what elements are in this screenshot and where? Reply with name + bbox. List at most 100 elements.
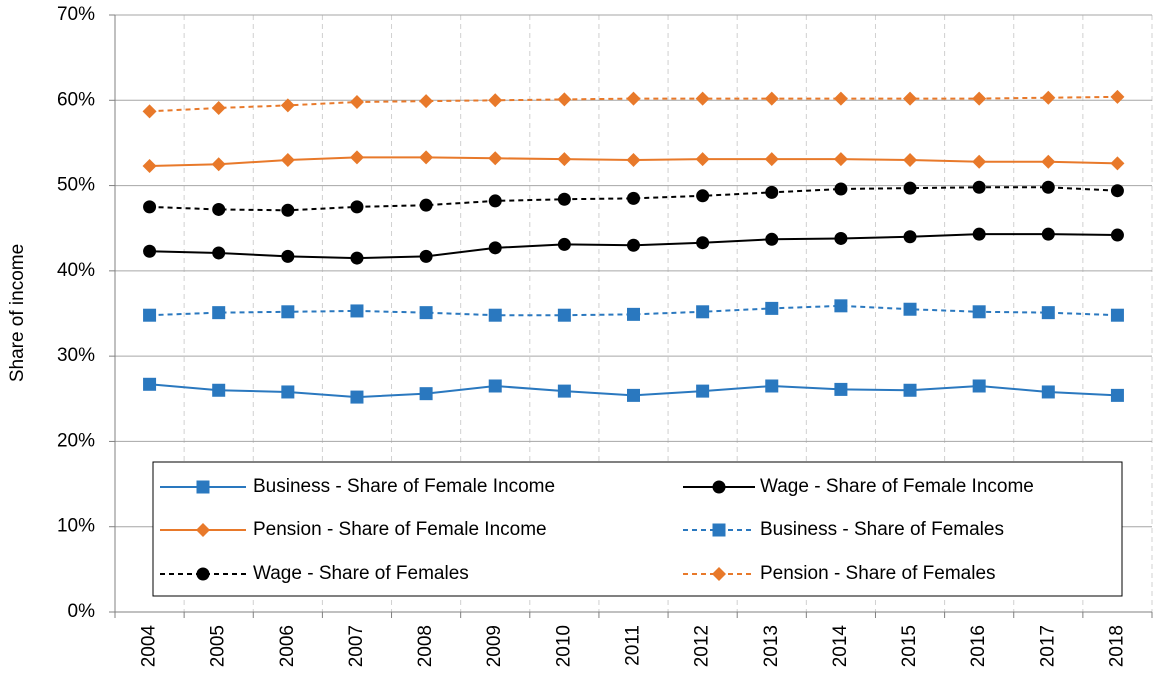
marker <box>281 305 295 319</box>
legend-label: Pension - Share of Females <box>760 563 996 584</box>
marker <box>280 98 295 113</box>
marker <box>1041 306 1055 320</box>
x-tick-label: 2017 <box>1037 625 1058 667</box>
x-tick-label: 2015 <box>899 625 920 667</box>
marker <box>765 379 779 393</box>
marker <box>696 189 710 203</box>
marker <box>281 249 295 263</box>
marker <box>419 249 433 263</box>
x-tick-label: 2013 <box>761 625 782 667</box>
y-tick-label: 50% <box>57 175 95 196</box>
marker <box>212 306 226 320</box>
marker <box>212 383 226 397</box>
marker <box>488 194 502 208</box>
x-tick-label: 2018 <box>1106 625 1127 667</box>
marker <box>972 180 986 194</box>
marker <box>196 523 210 537</box>
legend-label: Pension - Share of Female Income <box>253 519 547 540</box>
y-tick-label: 60% <box>57 89 95 110</box>
marker <box>626 152 641 167</box>
marker <box>712 523 726 537</box>
marker <box>695 91 710 106</box>
marker <box>557 308 571 322</box>
marker <box>1041 90 1056 105</box>
marker <box>972 305 986 319</box>
marker <box>196 480 210 494</box>
marker <box>765 185 779 199</box>
marker <box>557 237 571 251</box>
marker <box>903 383 917 397</box>
marker <box>1110 156 1125 171</box>
marker <box>627 238 640 252</box>
marker <box>488 93 503 108</box>
marker <box>764 152 779 167</box>
x-tick-label: 2011 <box>623 625 644 666</box>
marker <box>419 198 433 212</box>
marker <box>903 230 917 244</box>
marker <box>712 480 726 494</box>
marker <box>419 306 433 320</box>
y-axis-label: Share of income <box>7 244 28 382</box>
x-tick-label: 2006 <box>277 625 298 667</box>
marker <box>627 191 640 205</box>
marker <box>972 91 987 106</box>
y-tick-label: 70% <box>57 4 95 25</box>
marker <box>1041 154 1056 169</box>
marker <box>712 567 726 581</box>
marker <box>488 379 502 393</box>
legend-label: Wage - Share of Females <box>253 563 469 584</box>
marker <box>1110 308 1124 322</box>
marker <box>1041 385 1055 399</box>
x-tick-label: 2004 <box>139 625 160 668</box>
x-tick-label: 2012 <box>692 625 713 667</box>
x-tick-label: 2016 <box>968 625 989 667</box>
marker <box>903 91 918 106</box>
marker <box>488 308 502 322</box>
marker <box>972 154 987 169</box>
marker <box>765 232 779 246</box>
marker <box>142 104 157 119</box>
marker <box>196 567 210 581</box>
marker <box>557 384 571 398</box>
marker <box>833 91 848 106</box>
x-tick-label: 2014 <box>830 625 851 668</box>
marker <box>972 379 986 393</box>
y-tick-label: 30% <box>57 345 95 366</box>
marker <box>280 152 295 167</box>
marker <box>350 390 364 404</box>
marker <box>696 384 710 398</box>
y-tick-label: 0% <box>68 601 96 622</box>
marker <box>143 200 157 214</box>
marker <box>834 182 848 196</box>
marker <box>142 158 157 173</box>
marker <box>143 244 157 258</box>
legend-label: Business - Share of Female Income <box>253 476 555 497</box>
marker <box>764 91 779 106</box>
marker <box>419 387 433 401</box>
legend-label: Wage - Share of Female Income <box>760 476 1034 497</box>
marker <box>557 92 572 107</box>
legend-label: Business - Share of Females <box>760 519 1004 540</box>
marker <box>626 91 641 106</box>
marker <box>350 200 364 214</box>
marker <box>211 100 226 115</box>
x-tick-label: 2009 <box>484 625 505 667</box>
marker <box>419 94 434 109</box>
marker <box>834 299 848 313</box>
marker <box>1110 388 1124 402</box>
y-tick-label: 20% <box>57 430 95 451</box>
marker <box>488 241 502 255</box>
marker <box>833 152 848 167</box>
marker <box>903 152 918 167</box>
marker <box>212 202 226 216</box>
marker <box>1041 180 1055 194</box>
x-tick-label: 2010 <box>553 625 574 667</box>
marker <box>972 227 986 241</box>
marker <box>903 302 917 316</box>
marker <box>696 305 710 319</box>
x-tick-label: 2005 <box>208 625 229 667</box>
marker <box>1110 184 1124 198</box>
marker <box>488 151 503 166</box>
marker <box>349 150 364 165</box>
y-tick-label: 40% <box>57 260 95 281</box>
